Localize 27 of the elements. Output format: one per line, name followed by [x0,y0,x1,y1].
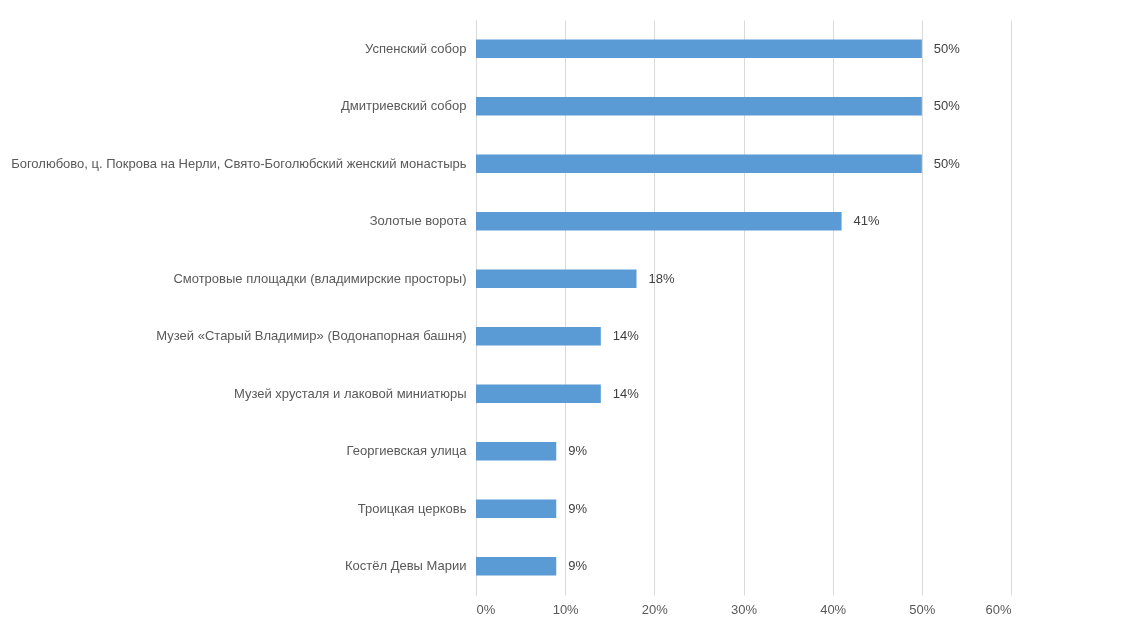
y-tick-label: Костёл Девы Марии [344,558,467,574]
y-tick-label: Музей «Старый Владимир» (Водонапорная башня) [156,328,467,344]
data-label: 9% [568,500,588,516]
y-tick-label: Георгиевская улица [346,443,468,459]
x-tick-label: 0% [476,601,496,617]
x-tick-label: 50% [909,601,936,617]
x-tick-label: 30% [730,601,758,617]
y-tick-label: Дмитриевский собор [340,98,467,114]
y-tick-label: Смотровые площадки (владимирские просторы) [173,270,467,286]
x-tick-label: 20% [641,601,669,617]
data-label: 50% [933,40,961,56]
data-label: 14% [612,328,640,344]
data-label: 9% [568,558,588,574]
data-label: 41% [853,213,881,229]
x-tick-label: 60% [985,601,1012,617]
y-tick-label: Золотые ворота [369,213,468,229]
y-tick-label: Троицкая церковь [357,500,467,516]
x-tick-label: 40% [820,601,847,617]
data-label: 50% [933,98,961,114]
data-label: 9% [568,443,588,459]
y-tick-label: Боголюбово, ц. Покрова на Нерли, Свято-Боголюбский женский монастырь [11,155,467,171]
data-label: 14% [612,385,640,401]
x-tick-label: 10% [552,601,580,617]
data-label: 18% [648,270,675,286]
y-tick-label: Успенский собор [365,40,467,56]
data-label: 50% [933,155,961,171]
y-tick-label: Музей хрусталя и лаковой миниатюры [233,385,467,401]
